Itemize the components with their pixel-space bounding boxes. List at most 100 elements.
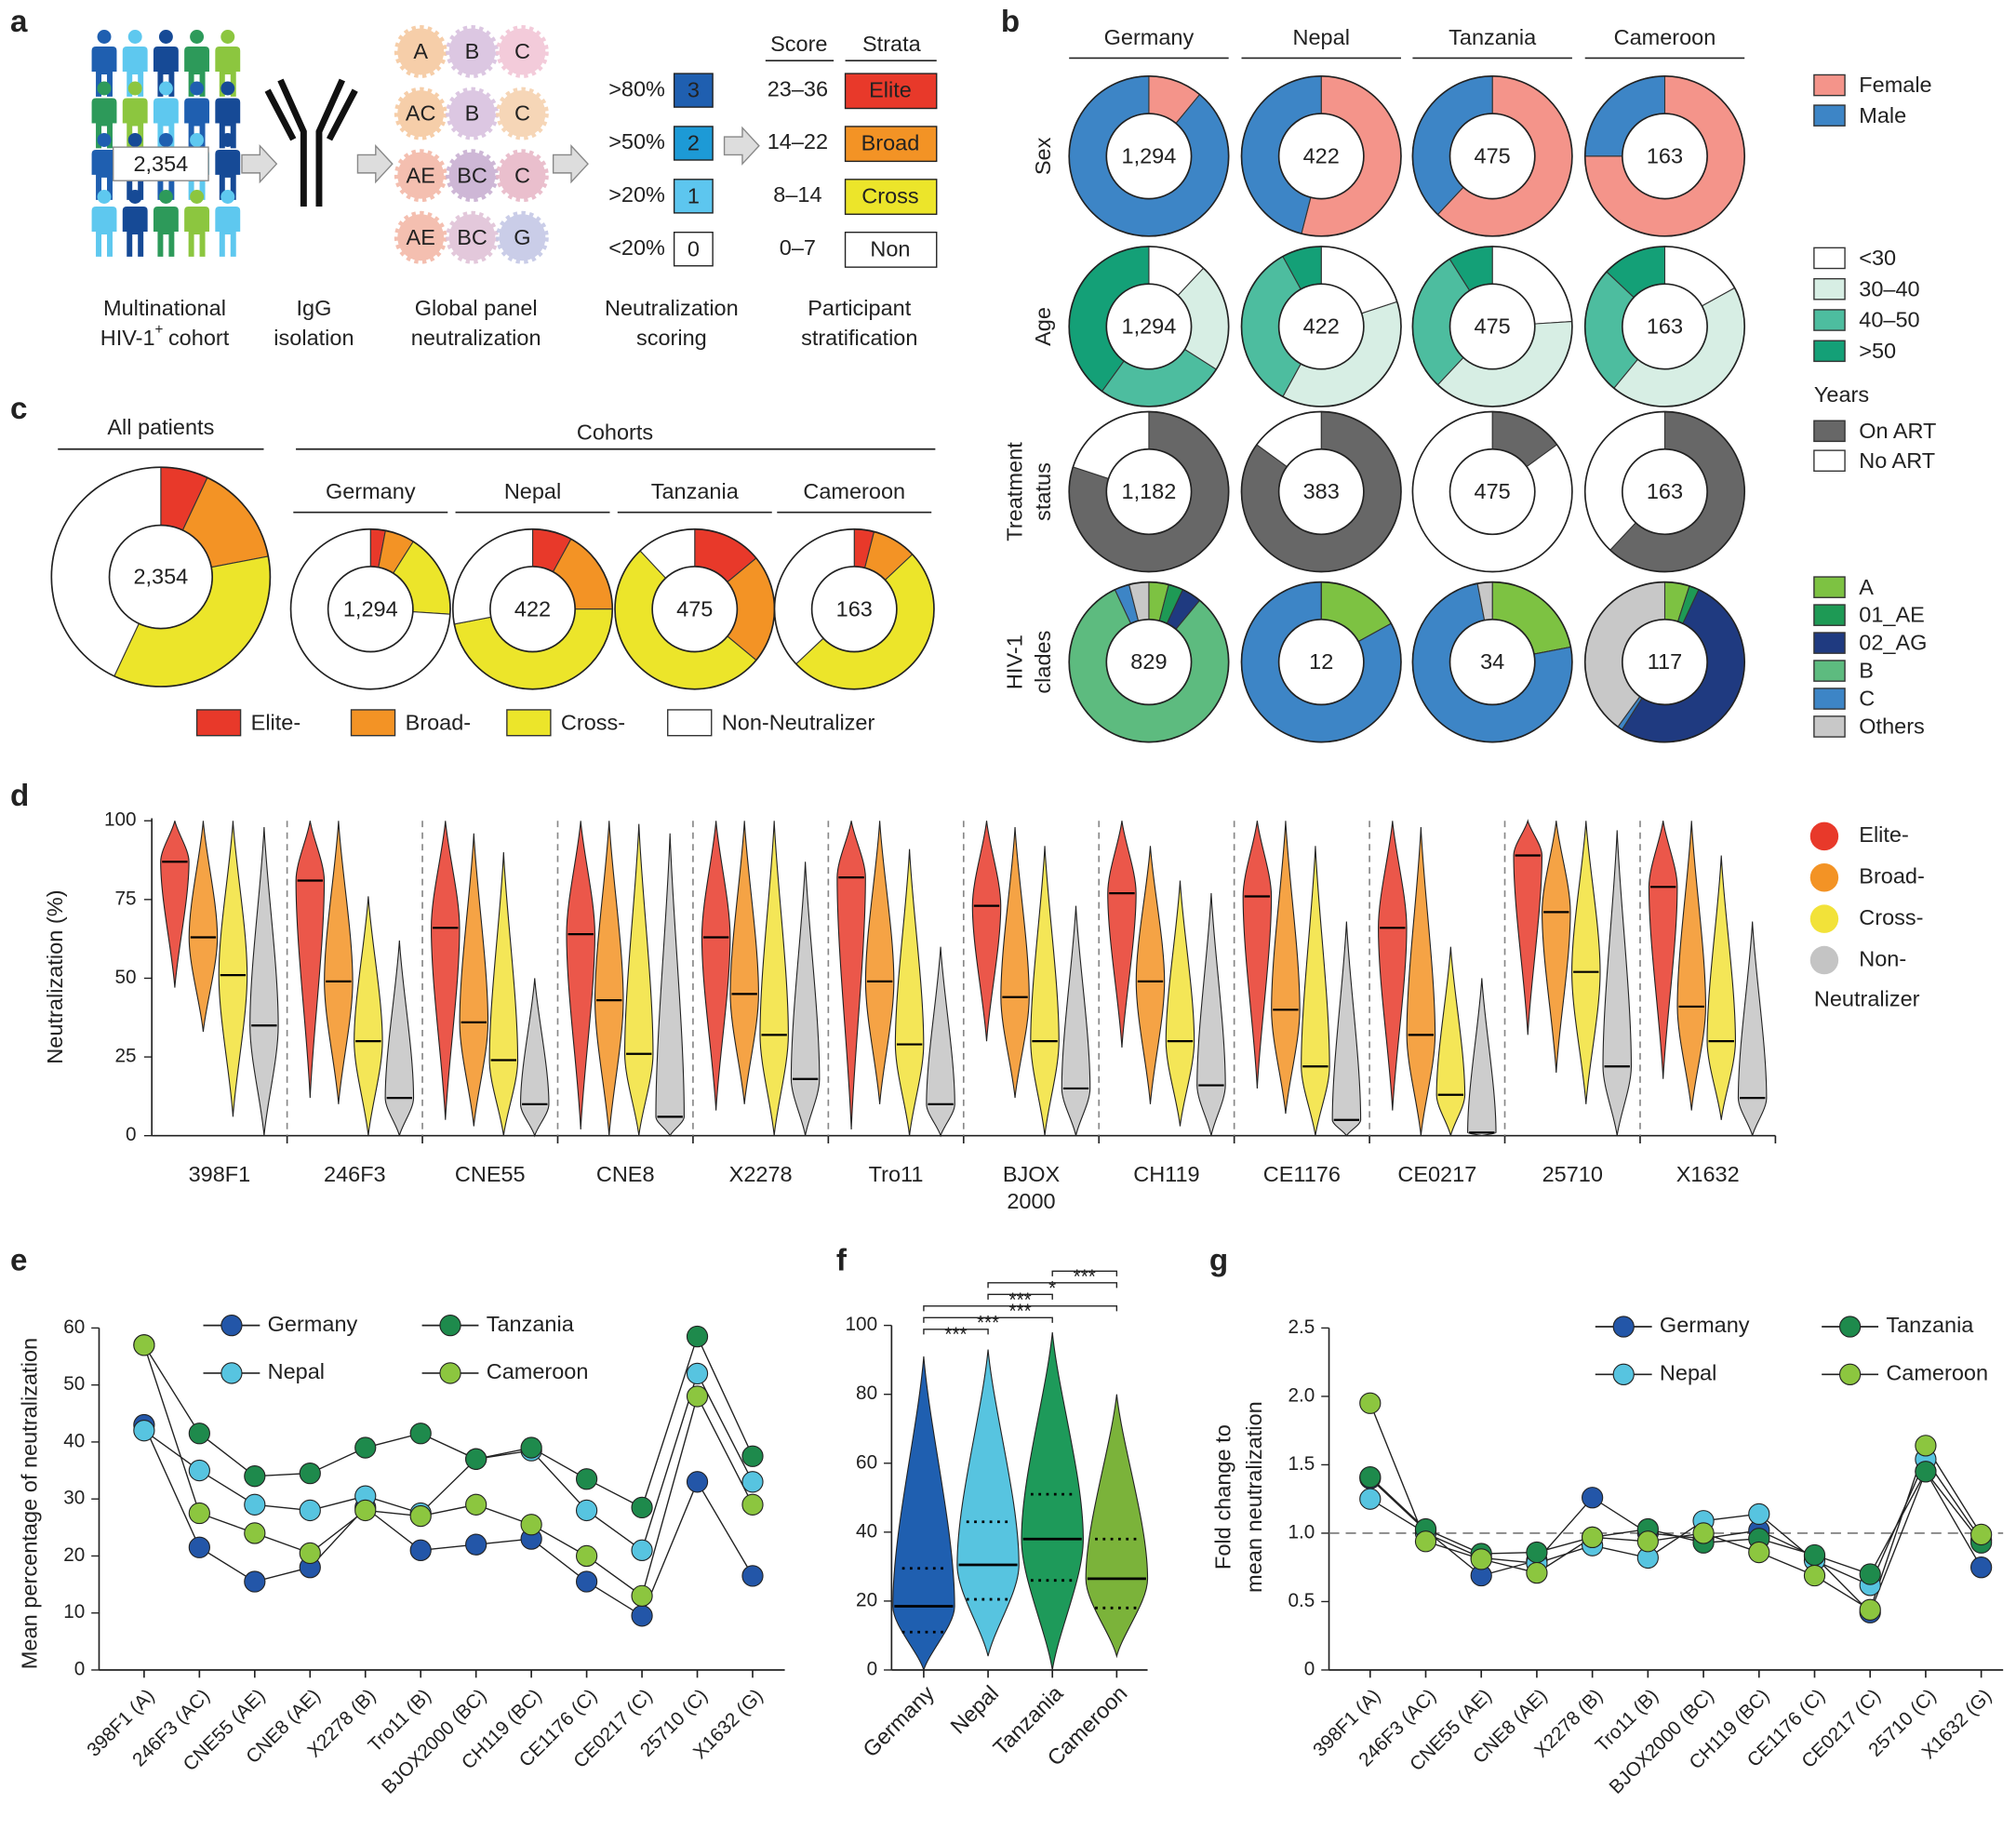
violin [1302,846,1329,1135]
significance-label: * [1048,1277,1056,1299]
score-range: 8–14 [773,182,821,207]
legend-swatch [1814,661,1845,681]
violin [957,1350,1019,1657]
violin [893,1356,955,1670]
step-caption: Global panel [415,296,538,320]
y-tick-label: 75 [115,888,137,909]
violin [1332,922,1360,1136]
violin [927,947,955,1136]
legend-label: Male [1859,103,1906,127]
significance-label: *** [977,1313,999,1334]
row-label: Treatment [1003,442,1027,541]
violin [895,849,923,1136]
y-tick-label: 1.0 [1288,1521,1315,1543]
legend-swatch [1814,341,1845,361]
violin [1001,827,1029,1098]
row-label: HIV-1 [1003,634,1027,689]
axis-title: Fold change to [1211,1424,1235,1570]
violin [1272,821,1300,1114]
data-point [245,1571,265,1592]
y-tick-label: 80 [856,1383,877,1404]
data-point [1527,1562,1547,1583]
y-tick-label: 2.0 [1288,1384,1315,1406]
series-line [1370,1472,1982,1574]
donut-center-label: 829 [1130,649,1167,674]
virus-label: BC [457,163,487,187]
data-point [410,1540,431,1560]
violin [354,896,382,1135]
score-value: 1 [688,183,700,207]
legend-label: No ART [1859,448,1935,473]
violin [1649,821,1676,1079]
legend-label: Germany [1660,1313,1750,1337]
person-icon [92,190,117,257]
data-point [1804,1544,1824,1565]
panel-label: a [10,5,28,39]
y-tick-label: 0 [1304,1658,1315,1679]
y-tick-label: 40 [63,1430,85,1451]
y-tick-label: 10 [63,1601,85,1623]
significance-label: *** [1009,1289,1032,1311]
legend-swatch [1814,310,1845,330]
score-value: 2 [688,131,700,155]
legend-swatch [197,710,241,736]
donut-center-label: 34 [1480,649,1504,674]
step-caption: IgG [296,296,331,320]
data-point [1360,1393,1381,1413]
panel-label: c [10,392,27,426]
violin [837,821,865,1129]
person-icon [154,190,179,257]
legend-label: Non- [1859,946,1906,970]
data-point [245,1494,265,1515]
violin [730,821,758,1104]
violin [1603,830,1631,1135]
violin [1061,906,1089,1136]
data-point [632,1540,652,1560]
legend-label: Elite- [1859,822,1909,847]
data-point [1860,1599,1880,1620]
legend-label: Cameroon [1886,1361,1988,1385]
data-point [134,1335,154,1356]
data-point [1693,1523,1714,1543]
column-header: Cameroon [1614,25,1716,49]
donut-center-label: 2,354 [133,565,188,589]
donut-center-label: 475 [1475,479,1511,503]
x-tick-label: X1632 [1676,1162,1740,1186]
violin [701,821,729,1110]
strata-name: Non [870,236,910,260]
legend-label: <30 [1859,246,1896,270]
y-tick-label: 2.5 [1288,1316,1315,1338]
column-header: Germany [326,479,416,503]
data-point [189,1423,209,1444]
x-tick-label: CH119 [1133,1162,1199,1186]
data-point [410,1423,431,1444]
data-point [687,1363,707,1383]
caption-part: HIV-1 [100,326,155,350]
donut-center-label: 117 [1648,649,1682,674]
violin [1379,821,1407,1110]
data-point [521,1515,541,1535]
score-range: 0–7 [780,235,816,260]
y-tick-label: 0 [867,1658,878,1679]
data-point [355,1500,376,1520]
violin [189,821,217,1032]
legend-label: Others [1859,715,1925,739]
score-threshold: >20% [608,182,665,207]
data-point [1360,1467,1381,1488]
violin [296,821,324,1098]
legend-swatch [1814,688,1845,709]
panel-label: b [1001,5,1020,39]
data-point [410,1505,431,1526]
legend-marker [1613,1316,1634,1337]
score-threshold: >50% [608,129,665,154]
donut-center-label: 12 [1309,649,1333,674]
data-point [189,1537,209,1557]
data-point [1527,1542,1547,1562]
legend-label: >50 [1859,339,1896,363]
data-point [687,1386,707,1407]
legend-label: Cameroon [487,1359,589,1383]
data-point [466,1494,487,1515]
legend-label: 40–50 [1859,308,1919,332]
donut-center-label: 1,182 [1122,479,1177,503]
y-tick-label: 50 [63,1373,85,1395]
